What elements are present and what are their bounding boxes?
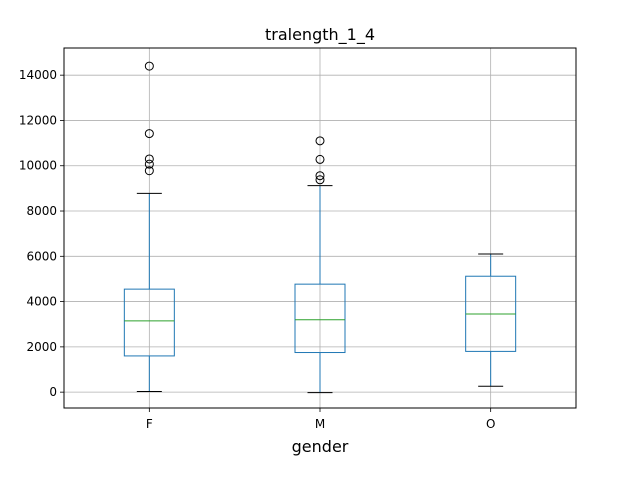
y-tick-label: 12000 (19, 113, 57, 127)
chart-title: tralength_1_4 (265, 25, 375, 45)
y-tick-label: 10000 (19, 159, 57, 173)
x-tick-label: O (486, 417, 495, 431)
x-axis-label: gender (292, 437, 349, 456)
outlier-point (144, 61, 154, 71)
iqr-box (294, 283, 346, 354)
y-tick-label: 4000 (26, 295, 57, 309)
y-tick-label: 14000 (19, 68, 57, 82)
x-tick-label: F (146, 417, 153, 431)
box-M (294, 136, 346, 394)
outlier-point (144, 154, 154, 164)
outlier-point (144, 129, 154, 139)
outlier-point (144, 159, 154, 169)
box-O (465, 253, 517, 387)
iqr-box (123, 288, 175, 357)
outlier-point (315, 136, 325, 146)
y-axis-ticks: 0 2000 4000 6000 8000 10000 12000 14000 (19, 68, 64, 399)
outlier-point (315, 175, 325, 185)
y-tick-label: 2000 (26, 340, 57, 354)
outlier-point (315, 154, 325, 164)
boxes (123, 61, 517, 394)
y-tick-label: 8000 (26, 204, 57, 218)
box-F (123, 61, 175, 392)
outlier-point (144, 166, 154, 176)
outlier-point (315, 171, 325, 181)
y-tick-label: 6000 (26, 249, 57, 263)
y-tick-label: 0 (49, 385, 57, 399)
x-tick-label: M (315, 417, 325, 431)
